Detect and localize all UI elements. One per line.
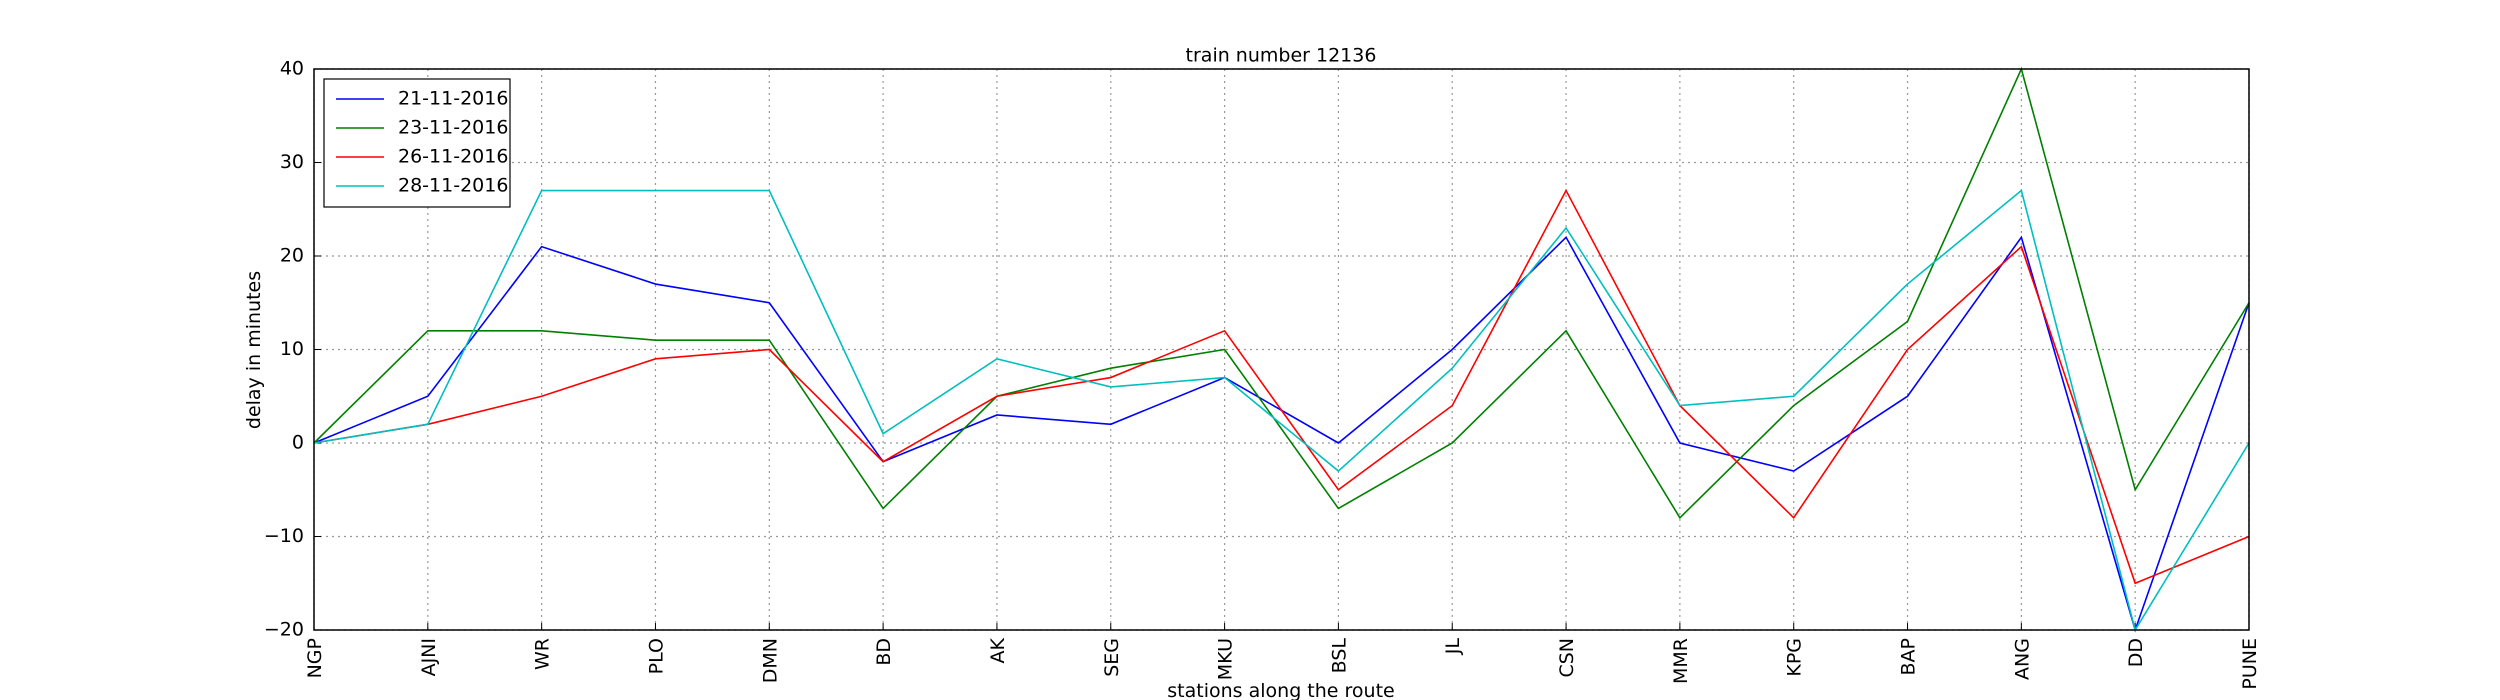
x-tick-label: DD: [2125, 638, 2147, 667]
legend-label: 23-11-2016: [398, 117, 508, 139]
chart-title: train number 12136: [1186, 45, 1377, 67]
x-axis-label: stations along the route: [1167, 680, 1394, 700]
y-tick-label: −20: [264, 619, 304, 641]
x-tick-label: DMN: [759, 638, 781, 683]
x-tick-label: ANG: [2011, 638, 2033, 680]
plot-frame: [313, 68, 2250, 631]
x-tick-label: BAP: [1898, 638, 1920, 676]
y-tick-label: −10: [264, 525, 304, 547]
y-axis-label: delay in minutes: [243, 271, 265, 429]
legend-label: 28-11-2016: [398, 175, 508, 197]
x-tick-label: BSL: [1328, 638, 1350, 674]
y-tick-label: 10: [280, 338, 304, 360]
x-tick-label: AK: [987, 637, 1009, 663]
x-tick-label: PLO: [645, 638, 667, 674]
x-tick-label: NGP: [304, 638, 326, 678]
y-tick-label: 20: [280, 245, 304, 267]
x-tick-label: KPG: [1784, 638, 1806, 677]
x-tick-label: SEG: [1101, 638, 1123, 677]
x-tick-label: JL: [1442, 638, 1464, 656]
x-tick-label: AJNI: [418, 638, 440, 676]
x-tick-label: CSN: [1556, 638, 1578, 678]
y-tick-label: 0: [292, 432, 304, 454]
series-line: [313, 235, 2250, 633]
y-tick-label: 40: [280, 58, 304, 80]
legend-label: 21-11-2016: [398, 88, 508, 110]
x-tick-label: MMR: [1670, 638, 1692, 684]
x-tick-label: MKU: [1215, 638, 1237, 680]
legend-label: 26-11-2016: [398, 146, 508, 168]
x-tick-label: PUNE: [2239, 638, 2261, 690]
x-tick-label: BD: [873, 638, 895, 666]
x-tick-label: WR: [532, 638, 554, 670]
series-line: [313, 188, 2250, 585]
y-tick-label: 30: [280, 151, 304, 173]
series-line: [313, 66, 2250, 520]
series-line: [313, 189, 2250, 633]
